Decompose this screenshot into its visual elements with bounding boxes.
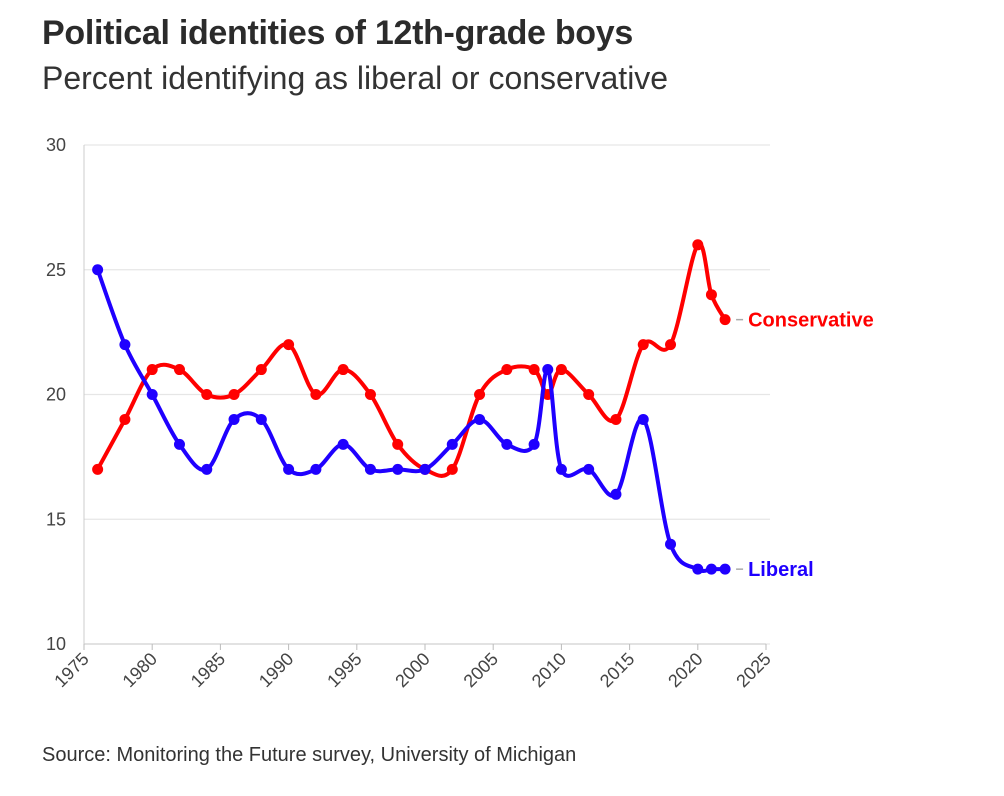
liberal-data-point (692, 563, 704, 575)
conservative-data-point (583, 389, 595, 400)
conservative-data-point (637, 339, 649, 351)
liberal-data-point (555, 463, 567, 475)
liberal-data-point (201, 463, 213, 475)
x-tick-label: 1985 (187, 649, 229, 691)
liberal-data-point (337, 438, 349, 450)
x-tick-label: 1980 (119, 649, 161, 691)
conservative-data-point (228, 389, 240, 400)
liberal-data-point (392, 463, 404, 475)
conservative-data-point (705, 289, 717, 301)
liberal-data-point (119, 339, 131, 351)
conservative-data-point (337, 364, 349, 376)
conservative-data-point (528, 364, 540, 376)
source-note: Source: Monitoring the Future survey, Un… (42, 744, 577, 766)
liberal-data-point (228, 413, 240, 425)
liberal-data-point (610, 488, 622, 500)
series-layer (92, 239, 731, 575)
liberal-data-point (364, 463, 376, 475)
conservative-data-point (501, 364, 513, 376)
conservative-data-point (392, 438, 404, 450)
liberal-data-point (146, 389, 158, 400)
conservative-data-point (119, 413, 131, 425)
liberal-data-point (474, 413, 486, 425)
x-tick-label: 1975 (50, 649, 92, 691)
conservative-data-point (474, 389, 486, 400)
conservative-data-point (201, 389, 213, 400)
conservative-data-point (255, 364, 267, 376)
conservative-data-point (665, 339, 677, 351)
liberal-data-point (665, 538, 677, 550)
conservative-data-point (310, 389, 322, 400)
liberal-data-point (446, 438, 458, 450)
liberal-data-point (719, 563, 731, 575)
series-end-labels: Conservative Liberal (736, 310, 874, 581)
conservative-data-point (446, 463, 458, 475)
x-tick-label: 2000 (391, 649, 433, 691)
liberal-data-point (92, 264, 104, 276)
liberal-data-point (283, 463, 295, 475)
conservative-data-point (146, 364, 158, 376)
conservative-data-point (92, 463, 104, 475)
liberal-data-point (501, 438, 513, 450)
conservative-data-point (173, 364, 185, 376)
x-tick-label: 2005 (460, 649, 502, 691)
y-tick-label: 15 (46, 509, 66, 529)
liberal-data-point (310, 463, 322, 475)
conservative-data-point (692, 239, 704, 251)
liberal-data-point (419, 463, 431, 475)
conservative-data-point (555, 364, 567, 376)
liberal-data-point (255, 413, 267, 425)
conservative-data-point (364, 389, 376, 400)
y-tick-label: 25 (46, 260, 66, 280)
liberal-data-point (583, 463, 595, 475)
x-tick-label: 2015 (596, 649, 638, 691)
conservative-series-label: Conservative (748, 310, 874, 332)
liberal-data-point (637, 413, 649, 425)
x-tick-label: 2010 (528, 649, 570, 691)
x-tick-label: 1995 (323, 649, 365, 691)
liberal-data-point (528, 438, 540, 450)
liberal-data-point (542, 364, 554, 376)
conservative-data-point (283, 339, 295, 351)
chart-title: Political identities of 12th-grade boys (42, 14, 633, 52)
x-tick-label: 2025 (732, 649, 774, 691)
x-tick-label: 2020 (664, 649, 706, 691)
liberal-line (95, 267, 728, 573)
y-tick-label: 20 (46, 385, 66, 405)
liberal-series-label: Liberal (748, 559, 814, 581)
grid-lines (84, 144, 770, 645)
y-tick-label: 30 (46, 135, 66, 155)
chart-subtitle: Percent identifying as liberal or conser… (42, 60, 669, 96)
liberal-data-point (173, 438, 185, 450)
conservative-data-point (610, 413, 622, 425)
x-tick-label: 1990 (255, 649, 297, 691)
liberal-data-point (705, 563, 717, 575)
conservative-data-point (719, 314, 731, 326)
y-tick-label: 10 (46, 634, 66, 654)
